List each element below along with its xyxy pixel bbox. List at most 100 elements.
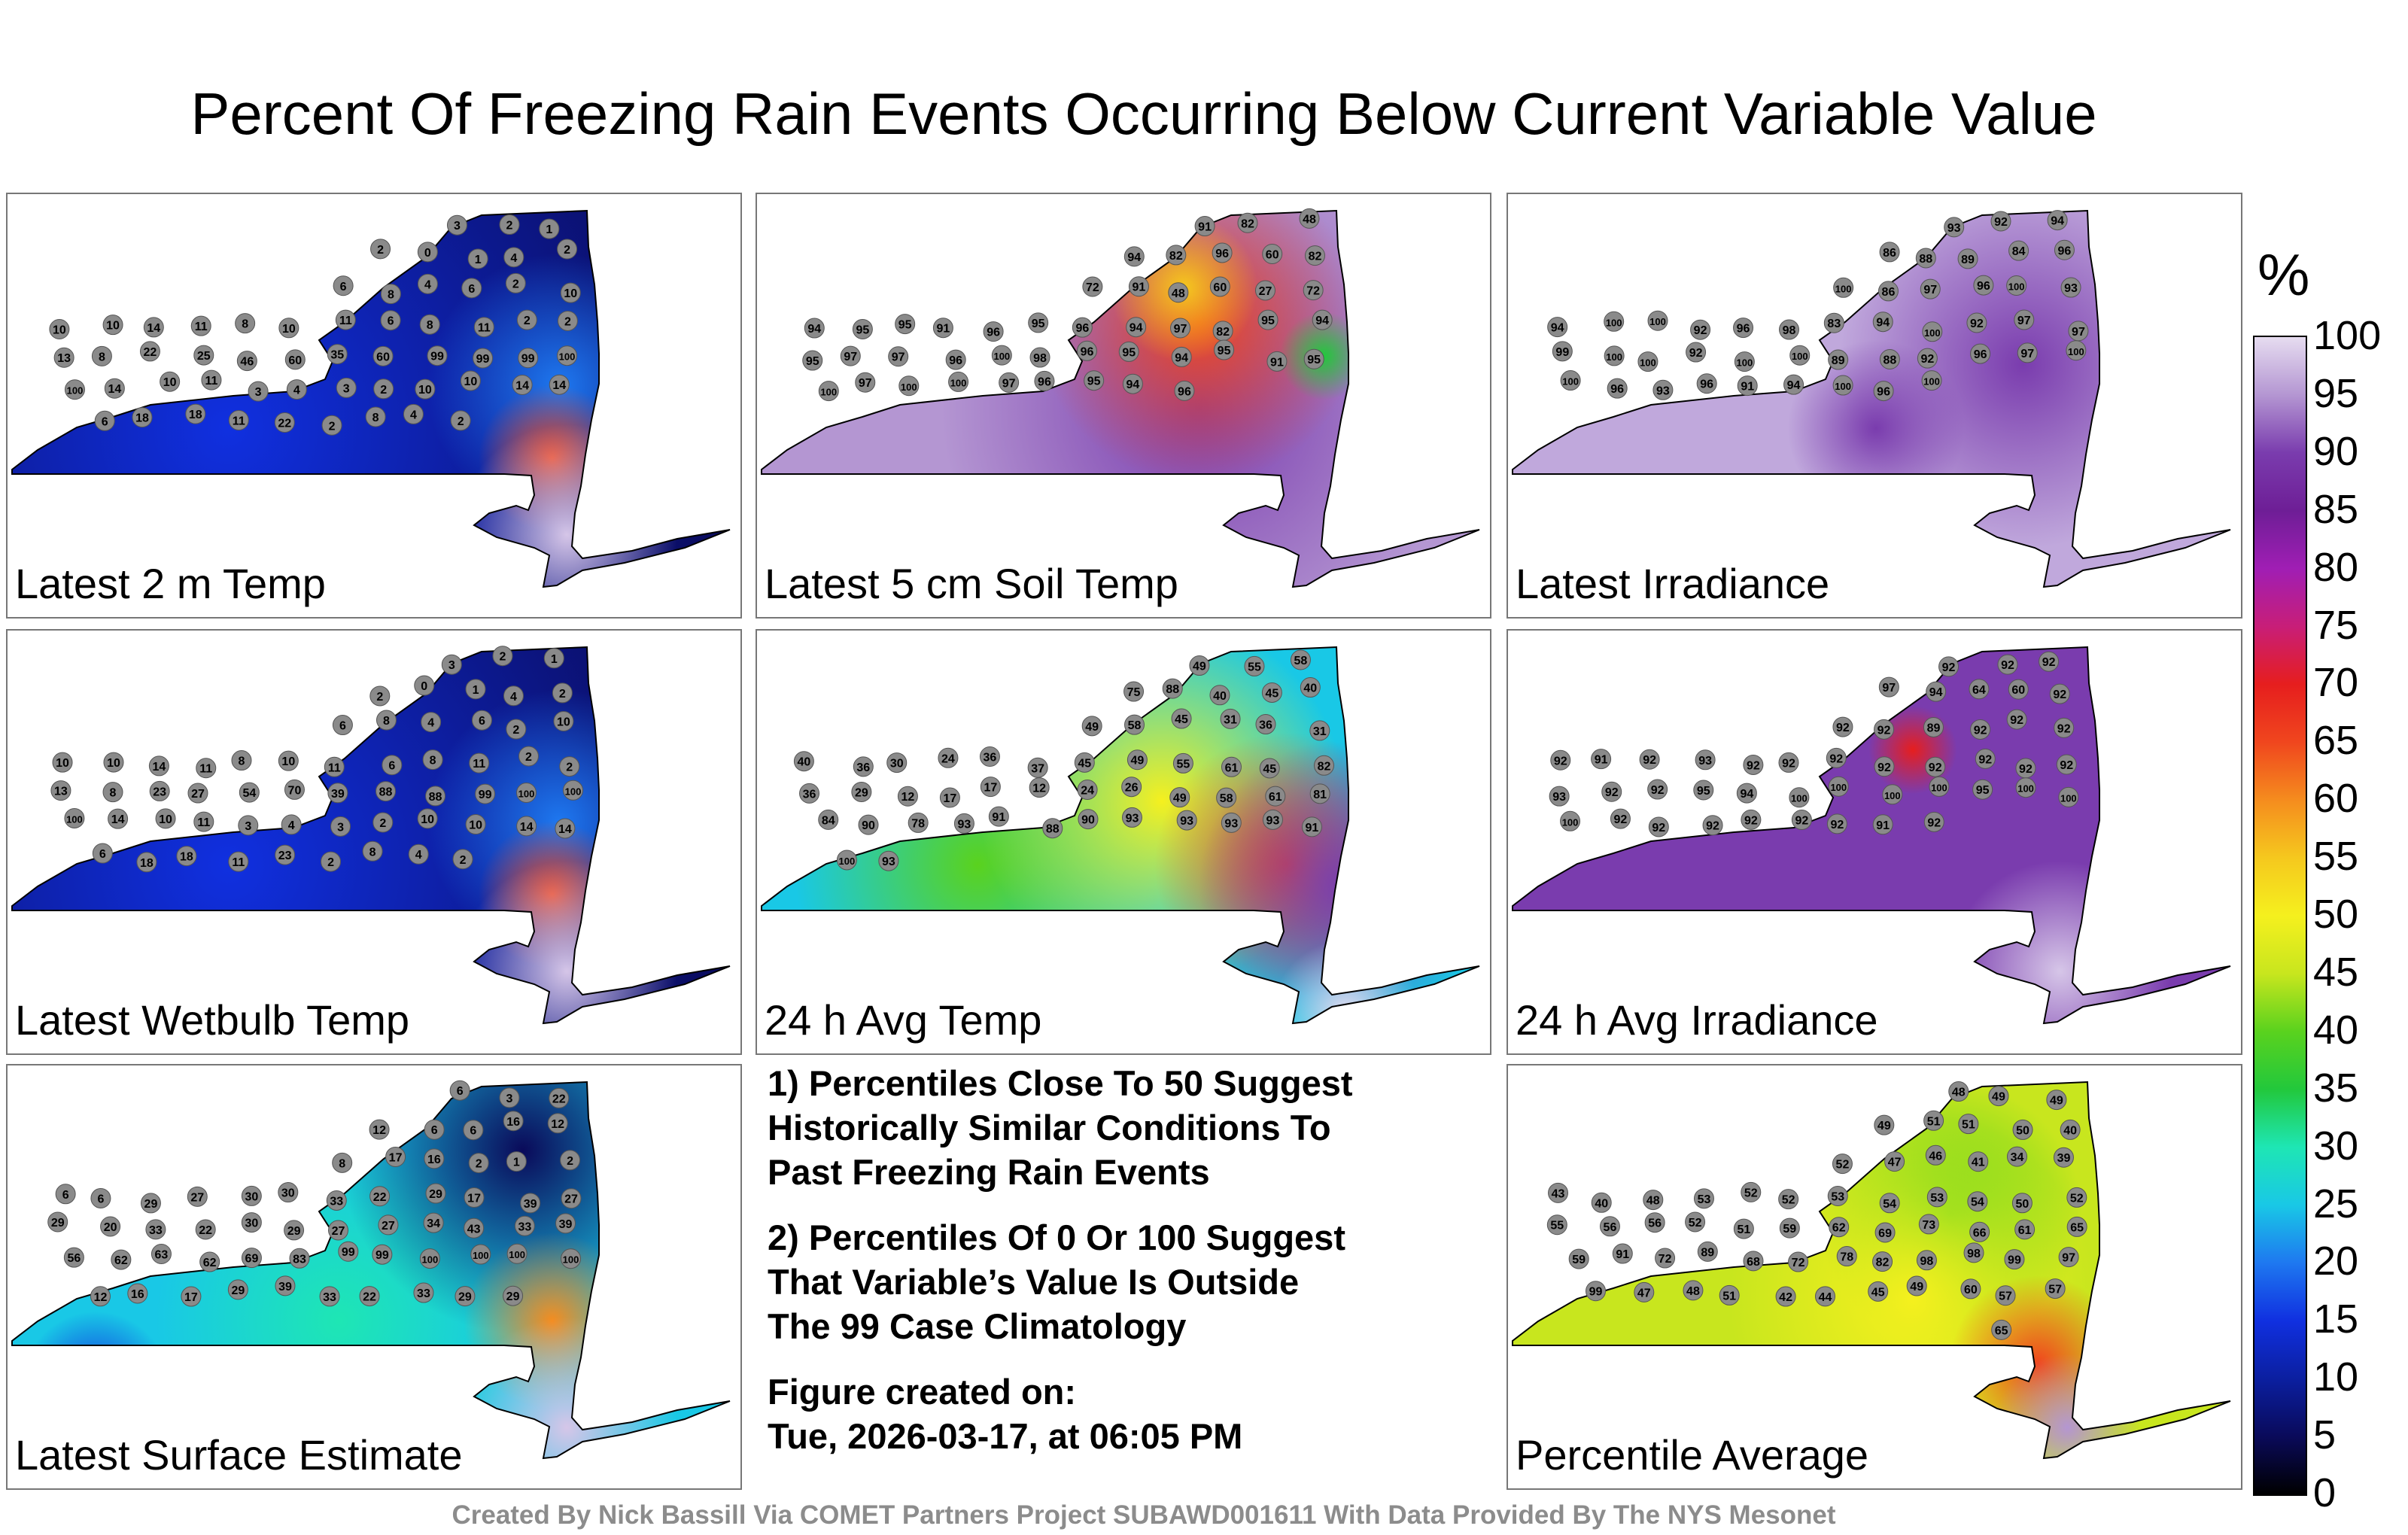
station-marker: 60 <box>284 349 306 370</box>
station-marker: 59 <box>1779 1217 1800 1239</box>
station-value: 100 <box>820 387 837 398</box>
station-value: 43 <box>467 1223 481 1236</box>
station-marker: 2 <box>450 410 471 431</box>
station-marker: 97 <box>855 372 876 393</box>
station-value: 94 <box>807 323 821 336</box>
station-marker: 50 <box>2011 1193 2033 1214</box>
station-marker: 93 <box>1176 810 1197 831</box>
station-marker: 36 <box>1255 714 1276 735</box>
map-panel-24h-temp: 49 55 58 75 88 40 45 40 49 58 45 31 36 31 40 36 30 24 36 37… <box>756 629 1491 1055</box>
station-dot <box>2014 1219 2036 1240</box>
station-marker: 100 <box>836 850 857 871</box>
station-value: 99 <box>521 353 535 366</box>
station-dot <box>235 313 256 334</box>
station-value: 10 <box>469 819 482 832</box>
station-marker: 100 <box>557 345 578 366</box>
station-value: 39 <box>2057 1152 2071 1165</box>
station-value: 99 <box>2008 1254 2021 1267</box>
station-value: 40 <box>798 756 811 769</box>
station-marker: 49 <box>1081 716 1102 737</box>
station-dot <box>1634 1281 1655 1302</box>
station-dot <box>1652 379 1674 400</box>
station-marker: 92 <box>1874 756 1895 777</box>
station-value: 2 <box>566 761 573 774</box>
station-dot <box>1923 811 1944 832</box>
station-marker: 29 <box>284 1220 305 1241</box>
station-value: 92 <box>1974 724 1987 737</box>
station-marker: 100 <box>2015 777 2036 798</box>
station-value: 4 <box>510 252 517 265</box>
station-marker: 96 <box>1696 373 1717 394</box>
station-marker: 48 <box>1643 1190 1664 1211</box>
station-dot <box>2006 1146 2027 1167</box>
station-value: 60 <box>2011 684 2025 697</box>
station-dot <box>852 318 873 339</box>
station-value: 46 <box>1929 1150 1942 1163</box>
station-value: 82 <box>1318 760 1331 773</box>
station-value: 82 <box>1241 217 1254 230</box>
station-dot <box>1693 1188 1714 1209</box>
station-marker: 1 <box>465 679 486 700</box>
station-dot <box>327 783 348 804</box>
station-dot <box>321 415 342 436</box>
station-marker: 8 <box>102 782 123 803</box>
station-marker: 14 <box>148 755 169 777</box>
station-value: 42 <box>1779 1291 1792 1304</box>
station-value: 53 <box>1831 1191 1844 1204</box>
station-value: 53 <box>1930 1192 1944 1205</box>
station-dot <box>1779 319 1800 340</box>
station-marker: 100 <box>1833 277 1854 298</box>
station-value: 8 <box>239 755 245 768</box>
station-value: 52 <box>1836 1159 1850 1172</box>
station-marker: 43 <box>464 1217 485 1239</box>
station-marker: 49 <box>1988 1086 2009 1107</box>
station-value: 22 <box>199 1224 212 1237</box>
station-value: 39 <box>524 1198 537 1211</box>
station-marker: 1 <box>543 648 564 669</box>
station-dot <box>1220 708 1241 729</box>
station-value: 94 <box>1740 788 1753 801</box>
state-outline <box>1512 1081 2231 1460</box>
station-dot <box>238 815 259 836</box>
station-marker: 34 <box>2006 1146 2027 1167</box>
station-marker: 91 <box>1872 814 1893 835</box>
station-dot <box>145 1219 166 1240</box>
station-value: 99 <box>375 1249 389 1262</box>
station-dot <box>559 756 580 777</box>
station-dot <box>324 756 345 777</box>
station-dot <box>1879 242 1900 263</box>
station-dot <box>2017 342 2038 363</box>
station-marker: 40 <box>2060 1119 2081 1140</box>
station-dot <box>1736 783 1757 804</box>
station-dot <box>1290 649 1311 670</box>
station-marker: 8 <box>235 313 256 334</box>
station-dot <box>278 1182 299 1203</box>
station-value: 51 <box>1722 1290 1736 1302</box>
station-value: 98 <box>1783 324 1796 337</box>
station-dot <box>1967 1191 1988 1212</box>
station-marker: 98 <box>1779 319 1800 340</box>
colorbar-tick: 10 <box>2313 1354 2359 1400</box>
station-marker: 45 <box>1261 682 1282 703</box>
station-marker: 92 <box>1975 748 1996 769</box>
credit-line: Created By Nick Bassill Via COMET Partne… <box>451 1500 1836 1530</box>
station-dot <box>239 782 260 803</box>
station-marker: 69 <box>1874 1222 1896 1243</box>
station-dot <box>1743 754 1764 775</box>
station-marker: 6 <box>424 1119 445 1140</box>
station-marker: 3 <box>499 1087 520 1108</box>
station-marker: 96 <box>1076 340 1097 361</box>
station-marker: 33 <box>326 1190 347 1211</box>
station-value: 6 <box>388 760 395 773</box>
station-dot <box>1122 373 1143 394</box>
station-marker: 45 <box>1171 708 1192 729</box>
station-marker: 86 <box>1877 281 1899 302</box>
station-dot <box>1261 682 1282 703</box>
station-value: 93 <box>2064 282 2078 295</box>
station-marker: 91 <box>988 806 1009 827</box>
station-dot <box>1884 1151 1905 1172</box>
station-value: 92 <box>1970 318 1984 330</box>
map-canvas: 93 92 94 86 88 89 84 96 100 86 97 96 100 93 94 100 100 92… <box>1512 209 2231 588</box>
station-marker: 10 <box>52 752 73 773</box>
station-dot <box>1072 317 1093 338</box>
